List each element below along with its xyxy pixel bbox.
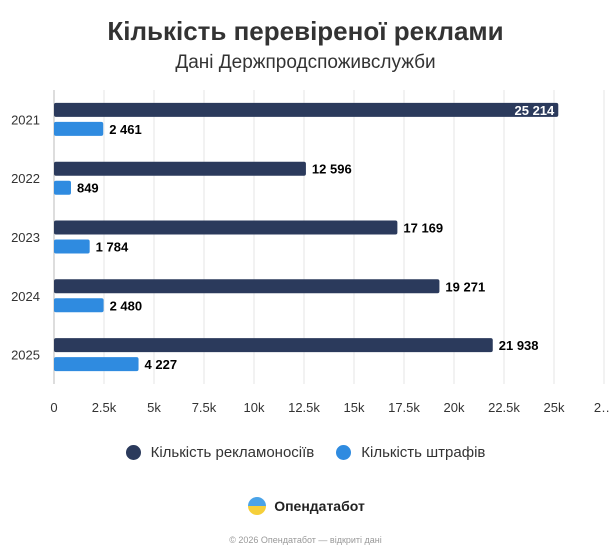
x-tick-label: 7.5k [192,400,217,415]
x-tick-label: 22.5k [488,400,520,415]
bar-fines [54,298,104,313]
data-label: 19 271 [445,279,485,294]
legend-label-ads: Кількість рекламоносіїв [150,444,315,461]
y-category-label: 2022 [11,171,40,186]
x-tick-label: 20k [444,400,465,415]
x-tick-label: 17.5k [388,400,420,415]
brand-logo: Опендатабот [0,495,611,517]
bar-fines [54,121,104,136]
x-tick-label: 25k [544,400,565,415]
x-tick-label: 15k [344,400,365,415]
y-category-label: 2023 [11,230,40,245]
legend-dot-fines [336,445,352,460]
bar-ads [54,161,306,176]
data-label: 2 480 [110,298,143,313]
legend-item-ads[interactable]: Кількість рекламоносіїв [125,444,315,461]
x-tick-label: 2.5k [92,400,117,415]
y-category-label: 2024 [11,289,40,304]
bar-fines [54,180,71,195]
data-label: 4 227 [145,357,178,372]
data-label: 21 938 [499,338,539,353]
chart-subtitle: Дані Держпродспоживслужби [175,52,436,73]
x-tick-label: 12.5k [288,400,320,415]
data-label: 25 214 [515,103,556,118]
bar-fines [54,239,90,254]
bar-fines [54,357,139,372]
x-tick-label: 5k [147,400,161,415]
data-label: 17 169 [403,221,443,236]
bar-ads [54,102,559,117]
opendatabot-logo-icon [248,497,267,515]
bar-chart: 0 2.5k 5k 7.5k 10k 12.5k 15k 17.5k 20k 22.5k 25k 2…… [11,90,611,415]
data-label: 12 596 [312,162,352,177]
bar-ads [54,279,440,294]
legend-item-fines[interactable]: Кількість штрафів [336,444,485,461]
legend-dot-ads [125,445,141,460]
legend-label-fines: Кількість штрафів [361,444,486,461]
chart-title: Кількість перевіреної реклами [107,16,504,46]
x-tick-label: 2… [594,400,611,415]
data-label: 1 784 [96,240,129,255]
bar-ads [54,220,398,235]
brand-name: Опендатабот [274,498,365,514]
data-label: 2 461 [109,122,142,137]
y-category-label: 2021 [11,112,40,127]
legend: Кількість рекламоносіїв Кількість штрафі… [0,444,611,461]
bar-ads [54,338,493,353]
x-tick-label: 10k [244,400,265,415]
data-label: 849 [77,181,99,196]
x-tick-label: 0 [50,400,57,415]
footer-text: © 2026 Опендатабот — відкриті дані [229,535,382,545]
y-category-label: 2025 [11,348,40,363]
